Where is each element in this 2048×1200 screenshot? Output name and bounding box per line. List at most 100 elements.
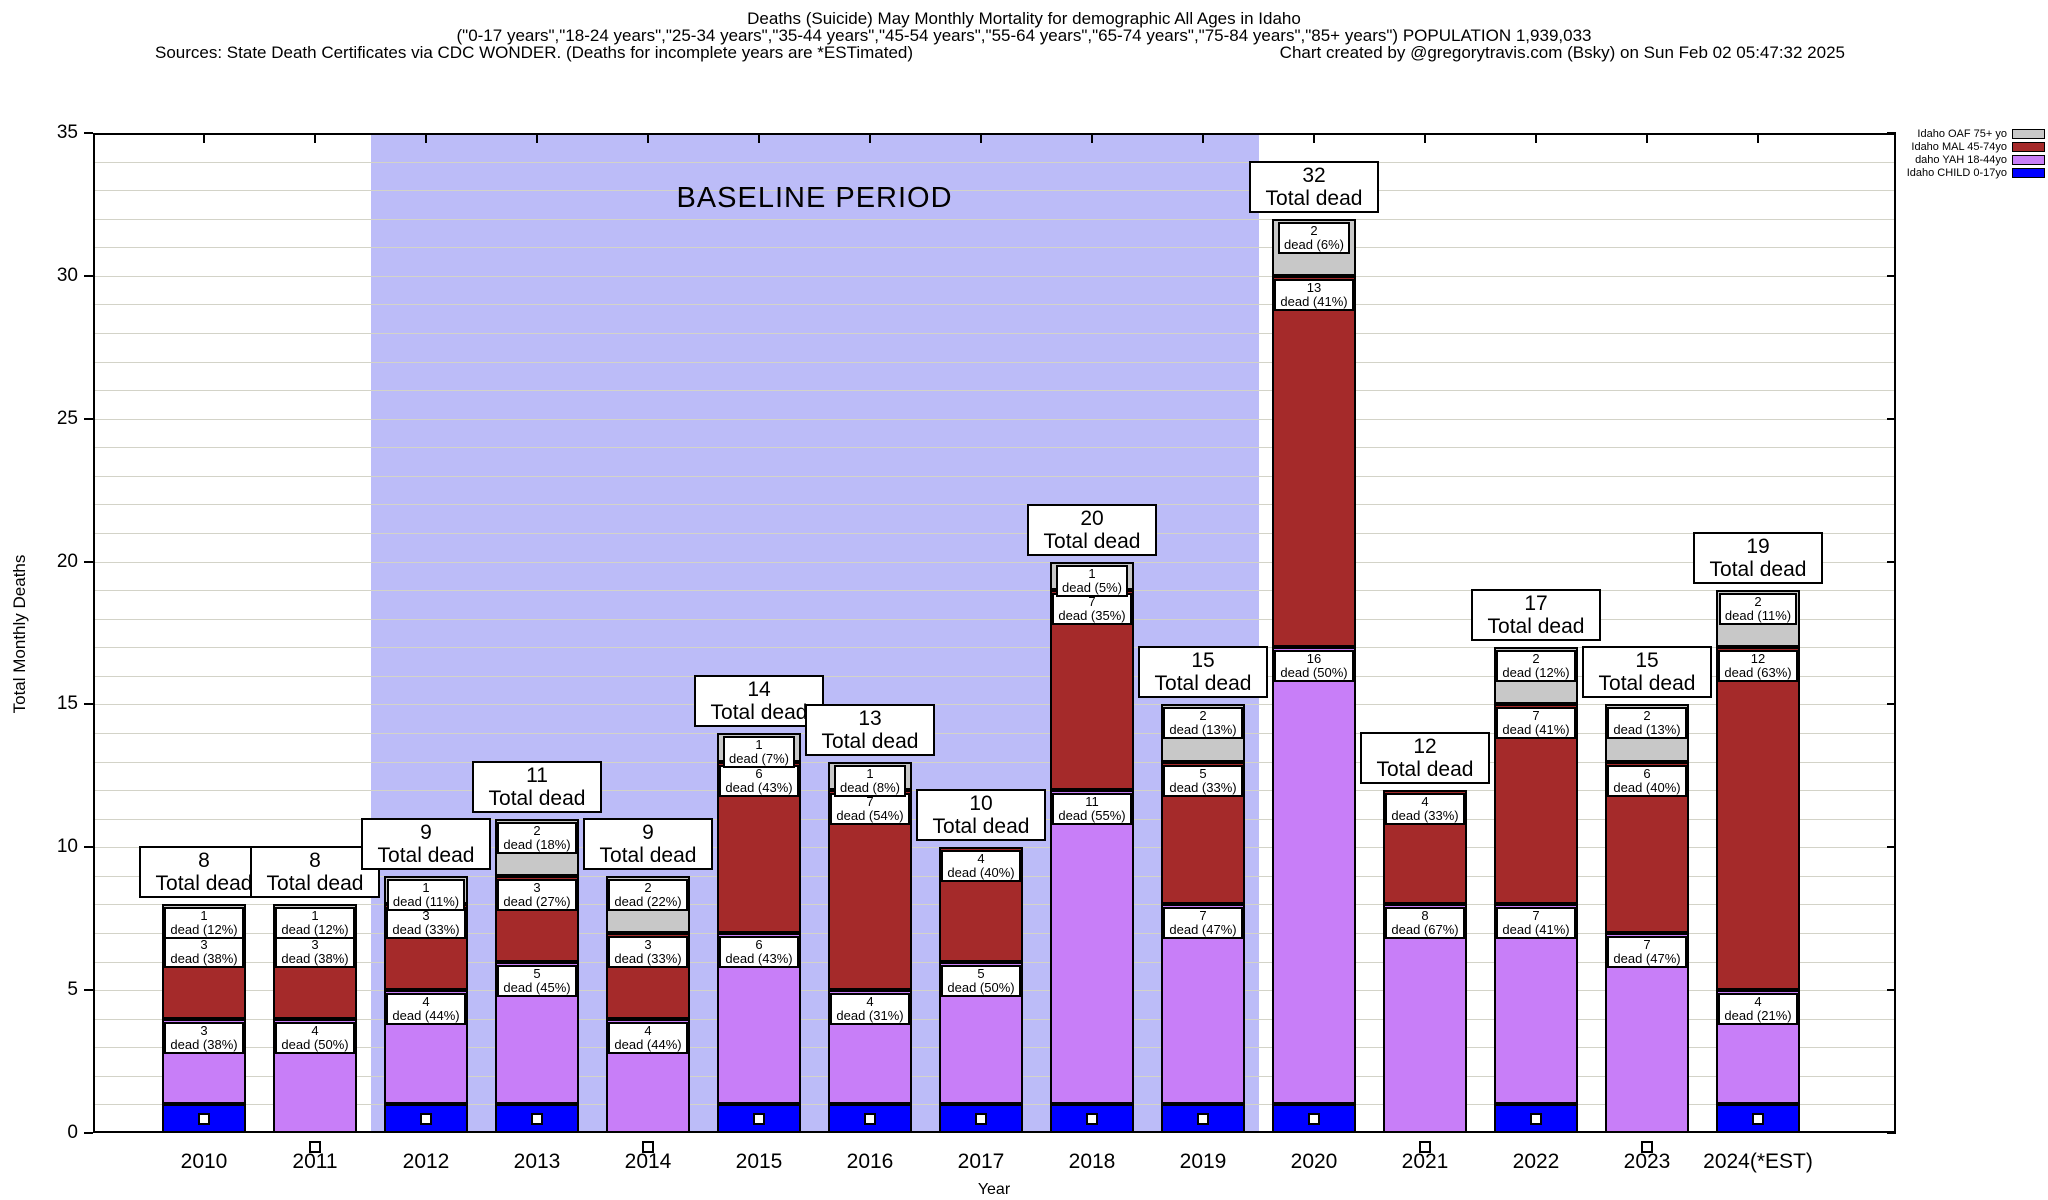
total-dead-label-2012: 9 Total dead — [361, 817, 491, 870]
segment-label: 4 dead (21%) — [1718, 993, 1798, 1026]
segment-label: 11 dead (55%) — [1052, 793, 1132, 826]
segment-label-wrap: 6 dead (43%) — [694, 936, 824, 968]
total-dead-label-2013: 11 Total dead — [472, 760, 602, 813]
segment-label-wrap: 1 dead (12%) — [139, 907, 269, 940]
segment-label-wrap: 3 dead (33%) — [583, 936, 713, 968]
segment-label: 7 dead (54%) — [830, 793, 910, 826]
ytick-right-15 — [1887, 703, 1896, 706]
segment-label-wrap: 13 dead (41%) — [1249, 278, 1379, 311]
bar-2018-segment-1 — [1050, 790, 1134, 1105]
gridline-y15 — [93, 704, 1896, 706]
total-dead-label-2015: 14 Total dead — [694, 675, 824, 727]
xtick-label-2023: 2023 — [1623, 1150, 1671, 1173]
total-dead-label-2024(*EST): 19 Total dead — [1693, 532, 1823, 585]
total-dead-label-2022: 17 Total dead — [1471, 589, 1601, 642]
segment-label-wrap: 4 dead (50%) — [250, 1021, 380, 1054]
ytick-label-10: 10 — [56, 836, 78, 858]
xtick-label-2018: 2018 — [1068, 1150, 1116, 1173]
segment-label-wrap: 4 dead (44%) — [583, 1021, 713, 1054]
ytick-label-35: 35 — [56, 122, 78, 143]
xtick-label-2024(*EST): 2024(*EST) — [1703, 1150, 1813, 1173]
segment-label: 8 dead (67%) — [1385, 907, 1465, 940]
segment-label-wrap: 7 dead (47%) — [1582, 936, 1712, 968]
xtick-top-2015 — [758, 133, 760, 143]
total-dead-label-2018: 20 Total dead — [1027, 503, 1157, 556]
legend-item-2: daho YAH 18-44yo — [1907, 153, 2045, 166]
segment-label-wrap: 4 dead (33%) — [1360, 793, 1490, 826]
legend-item-1: Idaho MAL 45-74yo — [1907, 140, 2045, 153]
legend-label: Idaho MAL 45-74yo — [1911, 140, 2007, 153]
xtick-label-2019: 2019 — [1179, 1150, 1227, 1173]
legend-swatch — [2012, 141, 2045, 152]
segment-label: 2 dead (18%) — [497, 821, 577, 854]
segment-label: 5 dead (33%) — [1163, 764, 1243, 797]
segment-label: 1 dead (5%) — [1056, 564, 1128, 597]
gridline-y21 — [93, 533, 1896, 534]
chart-title-line1: Deaths (Suicide) May Monthly Mortality f… — [747, 9, 1301, 28]
segment-label-wrap: 16 dead (50%) — [1249, 650, 1379, 683]
xtick-top-2020 — [1313, 133, 1315, 143]
child-marker-2013 — [531, 1112, 543, 1125]
segment-label: 4 dead (31%) — [830, 993, 910, 1026]
baseline-period-label: BASELINE PERIOD — [676, 182, 953, 214]
segment-label: 3 dead (38%) — [164, 936, 244, 968]
segment-label-wrap: 3 dead (27%) — [472, 878, 602, 911]
xtick-label-2016: 2016 — [846, 1150, 894, 1173]
ytick-left-15 — [84, 703, 93, 706]
xtick-top-2013 — [536, 133, 538, 143]
child-marker-2010 — [198, 1112, 210, 1125]
ytick-left-20 — [84, 560, 93, 563]
legend-label: Idaho CHILD 0-17yo — [1906, 166, 2007, 179]
segment-label-wrap: 2 dead (11%) — [1693, 593, 1823, 626]
gridline-y25 — [93, 418, 1896, 420]
ytick-right-35 — [1887, 132, 1896, 134]
segment-label-wrap: 5 dead (33%) — [1138, 764, 1268, 797]
bar-2021-segment-1 — [1383, 904, 1467, 1133]
gridline-y34 — [93, 161, 1896, 163]
ytick-right-25 — [1887, 417, 1896, 420]
segment-label: 1 dead (12%) — [164, 907, 244, 940]
segment-label-wrap: 1 dead (12%) — [250, 907, 380, 940]
child-marker-2012 — [420, 1112, 432, 1125]
segment-label-wrap: 11 dead (55%) — [1027, 793, 1157, 826]
xtick-label-2015: 2015 — [735, 1150, 783, 1173]
ytick-left-30 — [84, 274, 93, 277]
segment-label-wrap: 8 dead (67%) — [1360, 907, 1490, 940]
xtick-label-2020: 2020 — [1290, 1150, 1338, 1173]
segment-label-wrap: 1 dead (11%) — [361, 878, 491, 911]
segment-label-wrap: 2 dead (18%) — [472, 821, 602, 854]
child-marker-2019 — [1197, 1112, 1209, 1125]
segment-label: 2 dead (12%) — [1496, 650, 1576, 683]
ytick-right-5 — [1887, 989, 1896, 992]
ytick-label-25: 25 — [56, 407, 78, 429]
xtick-top-2019 — [1202, 133, 1204, 143]
segment-label: 4 dead (50%) — [275, 1021, 355, 1054]
segment-label: 2 dead (22%) — [608, 878, 688, 911]
segment-label-wrap: 3 dead (38%) — [250, 936, 380, 968]
child-marker-2016 — [864, 1112, 876, 1125]
xtick-label-2012: 2012 — [402, 1150, 450, 1173]
segment-label: 7 dead (35%) — [1052, 593, 1132, 626]
segment-label: 4 dead (40%) — [941, 850, 1021, 883]
bar-2024(*EST)-segment-2 — [1716, 647, 1800, 991]
segment-label-wrap: 6 dead (40%) — [1582, 764, 1712, 797]
xtick-top-2021 — [1424, 133, 1426, 143]
ytick-label-15: 15 — [56, 693, 78, 715]
xtick-label-2010: 2010 — [180, 1150, 228, 1173]
gridline-y14 — [93, 733, 1896, 734]
total-dead-label-2023: 15 Total dead — [1582, 646, 1712, 699]
segment-label: 2 dead (6%) — [1278, 221, 1350, 254]
segment-label: 7 dead (41%) — [1496, 907, 1576, 940]
gridline-y20 — [93, 561, 1896, 563]
segment-label-wrap: 5 dead (45%) — [472, 964, 602, 997]
segment-label: 3 dead (33%) — [608, 936, 688, 968]
xtick-top-2017 — [980, 133, 982, 143]
segment-label-wrap: 2 dead (12%) — [1471, 650, 1601, 683]
segment-label: 6 dead (43%) — [719, 936, 799, 968]
segment-label: 12 dead (63%) — [1718, 650, 1798, 683]
xtick-label-2017: 2017 — [957, 1150, 1005, 1173]
segment-label-wrap: 4 dead (40%) — [916, 850, 1046, 883]
y-axis-title: Total Monthly Deaths — [10, 554, 29, 714]
legend-label: Idaho OAF 75+ yo — [1917, 127, 2007, 140]
